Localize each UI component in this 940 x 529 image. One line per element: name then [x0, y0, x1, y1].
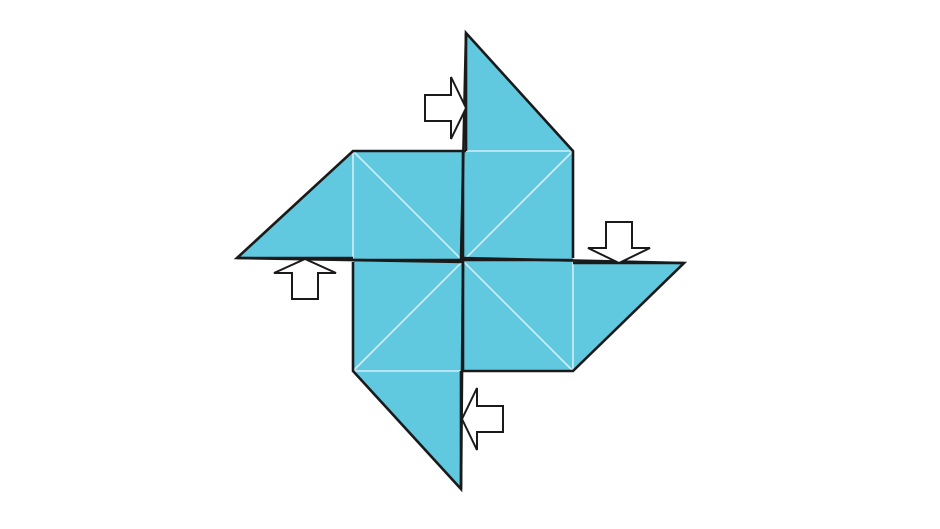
left-slit: [236, 256, 464, 264]
left-flap: [237, 151, 466, 258]
right-slit: [462, 256, 685, 265]
top-flap: [463, 33, 573, 258]
top-slit: [459, 32, 468, 261]
outline-lines: [233, 29, 688, 493]
arrow-up-icon: [273, 257, 337, 300]
arrow-right-icon: [424, 76, 468, 140]
bottom-slit: [459, 259, 465, 490]
arrow-left-icon: [460, 387, 504, 451]
bottom-flap: [353, 262, 463, 489]
arrow-down-icon: [587, 221, 651, 265]
